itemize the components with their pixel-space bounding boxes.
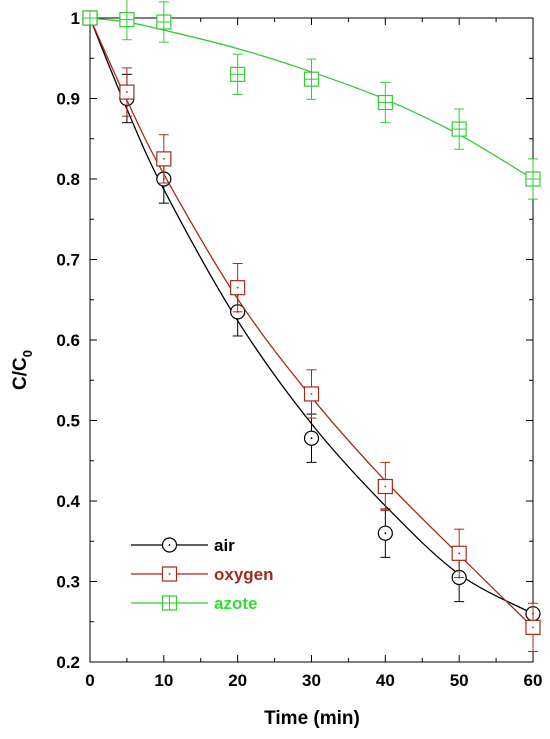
legend-label-azote: azote [214, 594, 257, 613]
y-axis-title-main: C/C [10, 357, 31, 390]
x-tick-label: 0 [85, 671, 94, 690]
y-tick-label: 0.6 [56, 331, 80, 350]
legend: air oxygen azote [131, 536, 274, 613]
x-tick-label: 50 [450, 671, 469, 690]
legend-marker-air-dot [168, 544, 171, 546]
y-tick-label: 0.5 [56, 412, 80, 431]
series-azote [82, 0, 541, 200]
x-axis-title: Time (min) [264, 708, 360, 729]
y-axis-title-subscript: 0 [20, 350, 35, 357]
data-point-air-dot [384, 532, 387, 535]
series-line-oxygen [89, 17, 534, 628]
data-point-air-dot [310, 437, 313, 440]
y-tick-label: 0.3 [56, 573, 80, 592]
x-tick-label: 40 [376, 671, 395, 690]
x-tick-label: 20 [228, 671, 247, 690]
y-tick-label: 0.2 [56, 653, 80, 672]
data-point-oxygen-dot [236, 286, 239, 289]
y-tick-label: 0.8 [56, 170, 80, 189]
series-oxygen [82, 10, 541, 653]
series-air [82, 10, 541, 622]
data-point-oxygen-dot [384, 485, 387, 488]
legend-label-oxygen: oxygen [214, 565, 274, 584]
x-tick-label: 60 [524, 671, 543, 690]
legend-label-air: air [214, 536, 235, 555]
plot-area: 0 10 20 30 40 50 60 0.2 0.3 0.4 0.5 0.6 0.7 0.8 0.9 1 ai… [56, 0, 542, 690]
y-tick-label: 1 [71, 9, 80, 28]
legend-marker-oxygen-dot [168, 573, 171, 575]
plot-frame [89, 17, 534, 663]
data-point-oxygen-dot [126, 91, 128, 93]
y-tick-label: 0.7 [56, 251, 80, 270]
series-line-air [89, 17, 534, 615]
y-tick-label: 0.4 [56, 492, 80, 511]
y-axis-title: C/C0 [10, 350, 35, 390]
data-point-oxygen-dot [310, 393, 313, 395]
y-tick-label: 0.9 [56, 90, 80, 109]
x-tick-label: 30 [302, 671, 321, 690]
data-point-oxygen-dot [162, 157, 165, 160]
x-tick-label: 10 [154, 671, 173, 690]
data-point-oxygen-dot [458, 552, 461, 555]
data-point-oxygen-dot [532, 626, 534, 629]
